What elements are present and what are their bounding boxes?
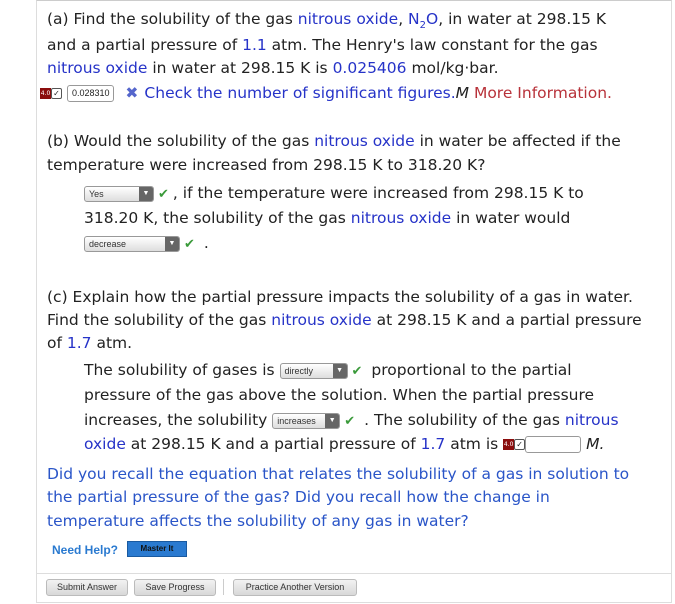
henry-constant: 0.025406	[332, 59, 407, 77]
part-b-line3: Yes ▼ ✔, if the temperature were increased…	[84, 183, 584, 205]
answer-input-c[interactable]	[525, 436, 582, 453]
gas-name: nitrous oxide	[297, 10, 399, 28]
question-frame	[36, 0, 672, 576]
part-a-line1: (a) Find the solubility of the gas nitro…	[47, 9, 606, 36]
chevron-down-icon: ▼	[332, 363, 347, 378]
hint-line3: temperature affects the solubility of an…	[47, 512, 469, 530]
part-a-answer-row: 4.0 ✓ 0.028310 ✖ Check the number of signi…	[40, 83, 612, 103]
trend-select[interactable]: increases ▼	[272, 412, 341, 429]
chevron-down-icon: ▼	[325, 413, 340, 428]
answer-input-a[interactable]: 0.028310	[66, 85, 115, 102]
part-a-line2: and a partial pressure of 1.1 atm. The H…	[47, 36, 598, 54]
part-c-s4: oxide at 298.15 K and a partial pressure…	[84, 435, 605, 453]
hint-line1: Did you recall the equation that relates…	[47, 465, 630, 483]
score-badge-icon: 4.0 ✓	[40, 88, 62, 99]
part-b-line5: decrease ▼ ✔ .	[84, 233, 209, 255]
change-select[interactable]: decrease ▼	[84, 235, 180, 252]
part-a-line3: nitrous oxide in water at 298.15 K is 0.…	[47, 59, 499, 77]
check-icon: ✔	[351, 364, 363, 379]
check-icon: ✔	[184, 237, 195, 252]
part-b-line4: 318.20 K, the solubility of the gas nitr…	[84, 209, 571, 227]
yes-no-select[interactable]: Yes ▼	[84, 185, 154, 202]
submit-answer-button[interactable]: Submit Answer	[46, 579, 128, 596]
pressure-value: 1.1	[242, 36, 267, 54]
chevron-down-icon: ▼	[165, 236, 179, 251]
score-badge-icon: 4.0 ✓	[503, 439, 526, 450]
incorrect-x-icon: ✖	[125, 84, 139, 102]
part-b-line1: (b) Would the solubility of the gas nitr…	[47, 132, 621, 150]
divider	[223, 579, 224, 595]
relation-select[interactable]: directly ▼	[279, 362, 348, 379]
text: ,	[398, 10, 409, 28]
practice-another-version-button[interactable]: Practice Another Version	[233, 579, 357, 596]
feedback-text: Check the number of significant figures.	[144, 84, 456, 102]
master-it-button[interactable]: Master It	[127, 541, 187, 557]
unit-label: M	[455, 84, 470, 102]
hint-line2: the partial pressure of the gas? Did you…	[47, 488, 550, 506]
part-c-line3: of 1.7 atm.	[47, 334, 133, 352]
check-icon: ✔	[158, 187, 169, 202]
part-c-line2: Find the solubility of the gas nitrous o…	[47, 311, 642, 329]
check-icon: ✔	[344, 414, 356, 429]
more-information-link[interactable]: More Information.	[473, 84, 612, 102]
button-bar	[36, 573, 672, 603]
need-help-label: Need Help?	[52, 543, 119, 557]
part-c-s1: The solubility of gases is directly ▼ ✔ pr…	[84, 361, 572, 379]
part-c-s2: pressure of the gas above the solution. …	[84, 386, 595, 404]
part-b-line2: temperature were increased from 298.15 K…	[47, 156, 486, 174]
save-progress-button[interactable]: Save Progress	[134, 579, 216, 596]
chevron-down-icon: ▼	[139, 186, 153, 201]
part-c-line1: (c) Explain how the partial pressure imp…	[47, 288, 633, 306]
text: (a) Find the solubility of the gas	[47, 10, 298, 28]
part-c-s3: increases, the solubility increases ▼ ✔ . …	[84, 411, 619, 429]
text: , in water at 298.15 K	[438, 10, 607, 28]
formula: N2O	[408, 10, 439, 32]
